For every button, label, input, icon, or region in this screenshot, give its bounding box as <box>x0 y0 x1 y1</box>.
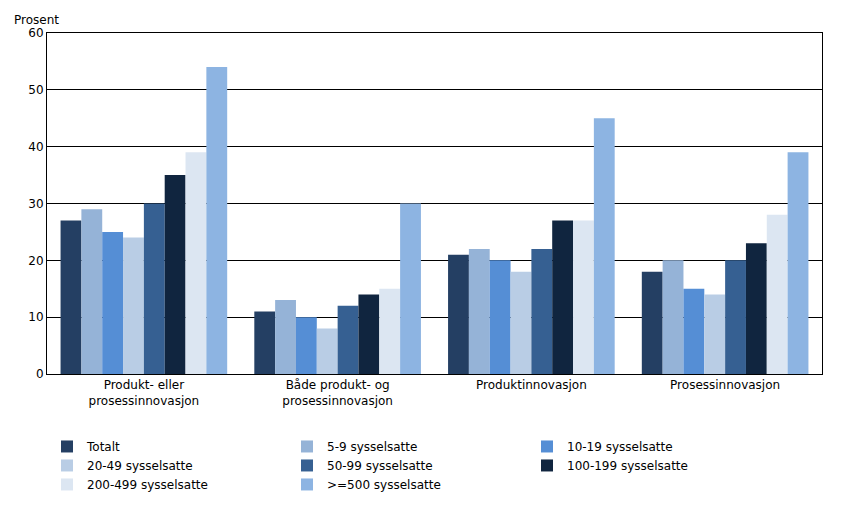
svg-text:>=500 sysselsatte: >=500 sysselsatte <box>327 478 441 492</box>
svg-text:30: 30 <box>28 197 43 211</box>
svg-text:20: 20 <box>28 254 43 268</box>
svg-text:Produktinnovasjon: Produktinnovasjon <box>476 378 587 392</box>
svg-text:Både produkt- ogprosessinnovas: Både produkt- ogprosessinnovasjon <box>282 378 393 408</box>
svg-text:50: 50 <box>28 83 43 97</box>
svg-text:Prosent: Prosent <box>14 13 59 27</box>
svg-text:5-9 sysselsatte: 5-9 sysselsatte <box>327 440 417 454</box>
svg-text:60: 60 <box>28 26 43 40</box>
svg-text:Produkt- ellerprosessinnovasjo: Produkt- ellerprosessinnovasjon <box>89 378 200 408</box>
svg-text:200-499 sysselsatte: 200-499 sysselsatte <box>87 478 208 492</box>
svg-text:20-49 sysselsatte: 20-49 sysselsatte <box>87 459 193 473</box>
svg-text:10-19 sysselsatte: 10-19 sysselsatte <box>567 440 673 454</box>
svg-text:100-199 sysselsatte: 100-199 sysselsatte <box>567 459 688 473</box>
svg-text:0: 0 <box>36 367 44 381</box>
svg-text:40: 40 <box>28 140 43 154</box>
svg-text:50-99 sysselsatte: 50-99 sysselsatte <box>327 459 433 473</box>
svg-text:Totalt: Totalt <box>86 440 120 454</box>
svg-text:10: 10 <box>28 310 43 324</box>
svg-text:Prosessinnovasjon: Prosessinnovasjon <box>670 378 780 392</box>
